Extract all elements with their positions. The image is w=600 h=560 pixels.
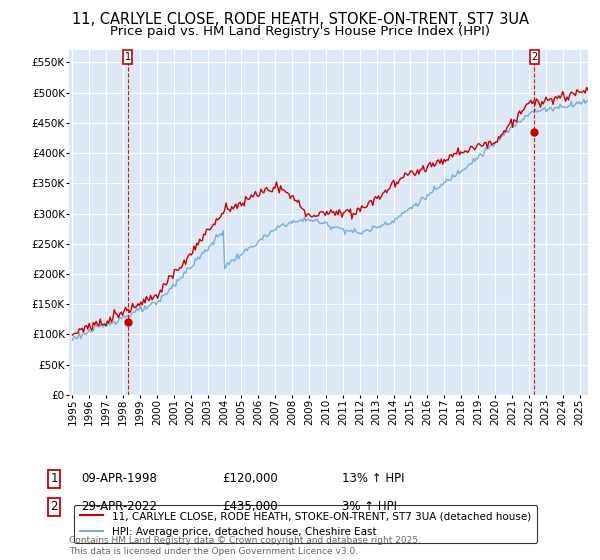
Text: 13% ↑ HPI: 13% ↑ HPI bbox=[342, 472, 404, 486]
Text: 3% ↑ HPI: 3% ↑ HPI bbox=[342, 500, 397, 514]
Text: 29-APR-2022: 29-APR-2022 bbox=[81, 500, 157, 514]
Text: £435,000: £435,000 bbox=[222, 500, 278, 514]
Legend: 11, CARLYLE CLOSE, RODE HEATH, STOKE-ON-TRENT, ST7 3UA (detached house), HPI: Av: 11, CARLYLE CLOSE, RODE HEATH, STOKE-ON-… bbox=[74, 505, 537, 543]
Text: 2: 2 bbox=[50, 500, 58, 514]
Text: 1: 1 bbox=[50, 472, 58, 486]
Text: Contains HM Land Registry data © Crown copyright and database right 2025.
This d: Contains HM Land Registry data © Crown c… bbox=[69, 536, 421, 556]
Text: Price paid vs. HM Land Registry's House Price Index (HPI): Price paid vs. HM Land Registry's House … bbox=[110, 25, 490, 38]
Text: 1: 1 bbox=[125, 52, 131, 62]
Text: 11, CARLYLE CLOSE, RODE HEATH, STOKE-ON-TRENT, ST7 3UA: 11, CARLYLE CLOSE, RODE HEATH, STOKE-ON-… bbox=[71, 12, 529, 27]
Text: 09-APR-1998: 09-APR-1998 bbox=[81, 472, 157, 486]
Text: £120,000: £120,000 bbox=[222, 472, 278, 486]
Text: 2: 2 bbox=[531, 52, 538, 62]
